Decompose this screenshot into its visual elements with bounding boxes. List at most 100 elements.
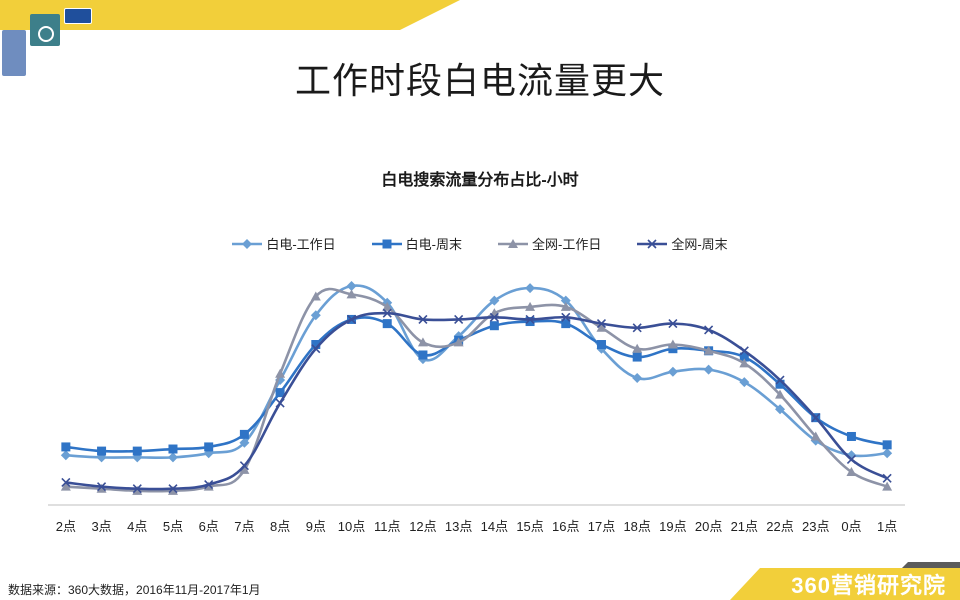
x-tick-label: 9点 — [306, 519, 326, 534]
data-point-series-3-10 — [418, 314, 428, 325]
data-point-series-3-19 — [739, 346, 749, 356]
data-point-series-2-0 — [60, 481, 71, 491]
legend-label-series-1: 白电-周末 — [405, 237, 462, 252]
data-point-series-3-9 — [382, 308, 392, 318]
x-tick-label: 1点 — [877, 519, 897, 534]
data-point-series-3-5 — [239, 461, 249, 471]
legend-item-series-2: 全网-工作日 — [498, 234, 601, 253]
data-point-series-1-9 — [382, 319, 392, 329]
data-point-series-3-11 — [454, 314, 464, 325]
legend-label-series-2: 全网-工作日 — [532, 237, 602, 252]
data-point-series-2-13 — [525, 301, 536, 311]
x-tick-label: 3点 — [91, 519, 111, 534]
data-point-series-1-4 — [204, 442, 214, 452]
data-point-series-3-13 — [525, 314, 535, 325]
data-point-series-3-18 — [704, 325, 714, 335]
x-tick-label: 8点 — [270, 519, 290, 534]
data-point-series-1-13 — [525, 317, 535, 327]
legend-marker-series-2 — [498, 238, 528, 248]
data-point-series-2-1 — [96, 483, 107, 493]
data-point-series-3-4 — [204, 479, 214, 490]
data-point-series-1-22 — [846, 431, 856, 441]
x-tick-label: 14点 — [481, 519, 508, 534]
x-tick-label: 5点 — [163, 519, 183, 534]
series-1 — [61, 314, 892, 456]
series-line-1 — [65, 316, 888, 453]
page-title: 工作时段白电流量更大 — [294, 60, 665, 101]
data-point-series-2-3 — [167, 485, 178, 495]
data-point-series-0-17 — [667, 366, 678, 377]
data-point-series-2-18 — [703, 345, 714, 355]
legend-label-series-3: 全网-周末 — [671, 237, 728, 252]
data-point-series-3-3 — [168, 484, 178, 494]
data-point-series-2-17 — [667, 339, 678, 349]
data-point-series-3-22 — [846, 454, 857, 465]
data-point-series-3-17 — [668, 319, 678, 329]
data-point-series-1-5 — [239, 429, 249, 439]
data-point-series-1-2 — [132, 446, 142, 456]
x-tick-label: 2点 — [56, 519, 76, 534]
data-point-series-3-16 — [632, 323, 642, 333]
x-tick-label: 13点 — [445, 519, 472, 534]
legend-point-1 — [382, 239, 392, 248]
data-point-series-0-20 — [775, 404, 786, 415]
data-point-series-2-6 — [275, 368, 286, 378]
legend-point-3 — [647, 238, 657, 249]
data-point-series-2-4 — [203, 481, 214, 491]
legend-marker-series-0 — [232, 238, 263, 249]
data-point-series-0-8 — [346, 281, 357, 291]
data-point-series-1-3 — [168, 444, 178, 454]
x-tick-label: 17点 — [588, 519, 615, 534]
data-point-series-0-19 — [739, 377, 750, 388]
data-point-series-0-0 — [60, 450, 71, 461]
data-point-series-0-14 — [560, 295, 571, 306]
tv-icon — [64, 8, 92, 24]
data-point-series-0-3 — [167, 452, 178, 463]
data-point-series-1-12 — [489, 321, 499, 331]
data-point-series-3-23 — [882, 473, 892, 483]
chart-legend: 白电-工作日 白电-周末 全网-工作日 全网-周末 — [0, 234, 960, 253]
brand-number: 360 — [791, 573, 831, 598]
legend-item-series-3: 全网-周末 — [637, 234, 728, 253]
legend-marker-series-3 — [637, 238, 668, 249]
x-tick-label: 15点 — [516, 519, 543, 534]
line-chart: 2点 3点 4点 5点 6点 7点 8点 9点 10点 11点 12点 13点 14点 15点 16点 17点… — [48, 281, 905, 534]
data-point-series-3-6 — [275, 398, 285, 408]
chart-title: 白电搜索流量分布占比-小时 — [381, 172, 579, 189]
data-point-series-2-19 — [739, 358, 750, 368]
legend-marker-series-1 — [371, 239, 402, 248]
data-point-series-0-5 — [239, 437, 250, 448]
x-tick-label: 23点 — [802, 519, 829, 534]
data-point-series-3-1 — [96, 482, 107, 492]
data-point-series-1-10 — [418, 350, 428, 360]
data-point-series-1-15 — [596, 340, 606, 350]
legend-item-series-1: 白电-周末 — [371, 234, 462, 253]
data-point-series-1-23 — [882, 440, 892, 450]
x-tick-label: 10点 — [338, 519, 365, 534]
data-point-series-0-23 — [882, 448, 893, 459]
data-point-series-0-13 — [525, 283, 536, 294]
x-tick-label: 0点 — [841, 519, 861, 534]
data-point-series-2-7 — [310, 291, 321, 301]
x-tick-label: 11点 — [374, 519, 401, 534]
data-point-series-3-2 — [132, 484, 142, 494]
data-point-series-2-14 — [560, 301, 571, 311]
data-point-series-2-9 — [382, 301, 393, 311]
x-tick-label: 16点 — [552, 519, 579, 534]
data-point-series-2-20 — [775, 389, 786, 399]
x-tick-label: 7点 — [234, 519, 254, 534]
data-point-series-3-21 — [811, 413, 821, 423]
data-point-series-2-16 — [632, 343, 643, 353]
data-point-series-0-12 — [489, 295, 500, 306]
data-point-series-3-20 — [775, 375, 785, 385]
data-point-series-3-7 — [311, 344, 321, 354]
x-tick-label: 21点 — [731, 519, 758, 534]
x-tick-label: 4点 — [127, 519, 147, 534]
data-point-series-2-10 — [417, 337, 428, 347]
data-point-series-1-6 — [275, 388, 285, 398]
series-3 — [61, 308, 892, 494]
data-point-series-3-14 — [561, 312, 571, 322]
x-tick-label: 18点 — [623, 519, 650, 534]
brand-logo: 360营销研究院 — [791, 568, 946, 600]
series-line-3 — [65, 311, 888, 491]
